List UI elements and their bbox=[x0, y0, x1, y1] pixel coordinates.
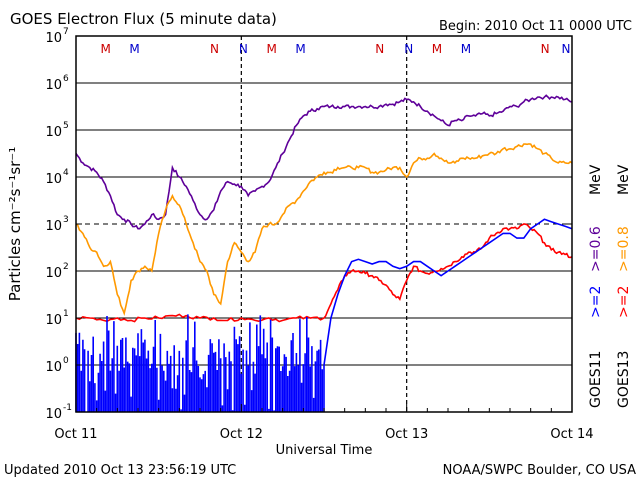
y-tick-exponent: 1 bbox=[63, 309, 69, 319]
begin-label: Begin: 2010 Oct 11 0000 UTC bbox=[439, 19, 632, 34]
x-tick-label: Oct 14 bbox=[550, 427, 593, 442]
marker-label: N bbox=[404, 42, 413, 56]
legend-entry: >=2 bbox=[616, 286, 632, 318]
y-tick-label: 10 bbox=[45, 172, 62, 187]
chart-title: GOES Electron Flux (5 minute data) bbox=[10, 10, 277, 28]
legend-entry: GOES11 bbox=[588, 351, 604, 408]
y-axis-label: Particles cm⁻²s⁻¹sr⁻¹ bbox=[6, 147, 24, 301]
legend-entry: >=0.6 bbox=[588, 226, 604, 272]
y-tick-exponent: 2 bbox=[63, 262, 69, 272]
y-tick-label: 10 bbox=[45, 125, 62, 140]
y-tick-label: 10 bbox=[45, 313, 62, 328]
marker-label: M bbox=[266, 42, 276, 56]
legend-entry: GOES13 bbox=[616, 351, 632, 408]
marker-label: M bbox=[295, 42, 305, 56]
series-line bbox=[75, 223, 573, 323]
marker-label: M bbox=[129, 42, 139, 56]
updated-label: Updated 2010 Oct 13 23:56:19 UTC bbox=[4, 463, 236, 478]
series-line bbox=[323, 218, 573, 412]
legend-entry: MeV bbox=[588, 164, 604, 195]
legend: GOES11 >=2 >=0.6 MeV GOES13 >=2 >=0.8 MeV bbox=[588, 164, 632, 408]
legend-entry: >=0.8 bbox=[616, 226, 632, 272]
grid bbox=[76, 82, 572, 366]
x-axis-ticks: Oct 11 Oct 12 Oct 13 Oct 14 bbox=[54, 404, 594, 442]
credit-label: NOAA/SWPC Boulder, CO USA bbox=[443, 463, 636, 478]
marker-label: N bbox=[375, 42, 384, 56]
y-tick-label: 10 bbox=[45, 360, 62, 375]
marker-label: N bbox=[210, 42, 219, 56]
goes11-spike-trace bbox=[75, 314, 324, 412]
y-tick-exponent: 5 bbox=[63, 121, 69, 131]
marker-label: M bbox=[461, 42, 471, 56]
y-tick-label: 10 bbox=[45, 266, 62, 281]
x-tick-label: Oct 13 bbox=[385, 427, 428, 442]
x-tick-label: Oct 11 bbox=[54, 427, 97, 442]
legend-entry: >=2 bbox=[588, 286, 604, 318]
marker-label: M bbox=[432, 42, 442, 56]
legend-entry: MeV bbox=[616, 164, 632, 195]
x-axis-label: Universal Time bbox=[276, 443, 373, 458]
series-layer bbox=[75, 94, 573, 412]
y-tick-exponent: 6 bbox=[63, 74, 69, 84]
marker-label: M bbox=[100, 42, 110, 56]
y-tick-label: 10 bbox=[45, 219, 62, 234]
y-tick-exponent: -1 bbox=[63, 403, 72, 413]
series-line bbox=[75, 94, 573, 230]
y-tick-label: 10 bbox=[45, 31, 62, 46]
marker-label: N bbox=[541, 42, 550, 56]
marker-label: N bbox=[562, 42, 571, 56]
y-tick-exponent: 3 bbox=[63, 215, 69, 225]
y-tick-exponent: 4 bbox=[63, 168, 69, 178]
x-tick-label: Oct 12 bbox=[220, 427, 263, 442]
y-tick-label: 10 bbox=[45, 407, 62, 422]
y-tick-exponent: 7 bbox=[63, 27, 69, 37]
y-tick-exponent: 0 bbox=[63, 356, 69, 366]
y-tick-label: 10 bbox=[45, 78, 62, 93]
marker-label: N bbox=[239, 42, 248, 56]
series-line bbox=[75, 143, 573, 316]
